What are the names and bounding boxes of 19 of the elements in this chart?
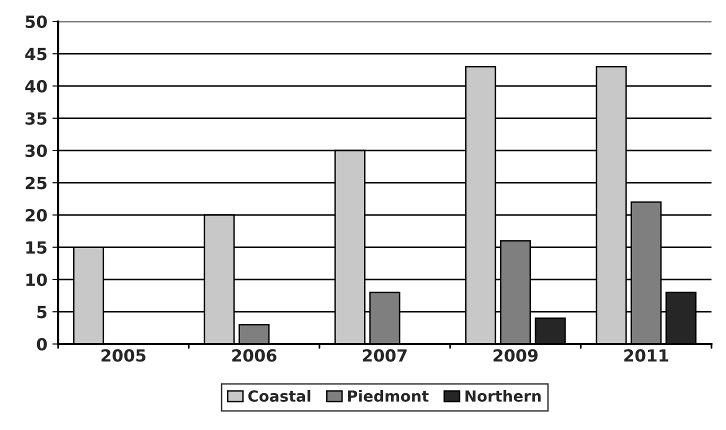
y-tick-label: 20 [26,208,47,222]
y-tick-label: 45 [25,48,46,60]
y-tick-label: 35 [26,112,46,125]
x-tick-label: 2011 [624,349,668,362]
y-tick-label: 25 [26,176,46,190]
x-tick-label: 2006 [232,349,276,362]
x-tick-label: 2009 [494,349,538,362]
y-tick-label: 30 [26,144,47,158]
y-tick-label: 10 [26,273,47,286]
x-tick-label: 2005 [102,349,146,362]
legend-label: Piedmont [348,390,429,402]
legend-label: Coastal [248,390,310,402]
y-tick-label: 40 [25,80,47,93]
y-tick-label: 15 [26,241,46,254]
y-tick-label: 5 [37,306,46,318]
y-tick-label: 0 [36,338,47,351]
legend-label: Northern [466,390,541,402]
x-tick-label: 2007 [362,349,407,362]
y-tick-label: 50 [26,15,47,28]
